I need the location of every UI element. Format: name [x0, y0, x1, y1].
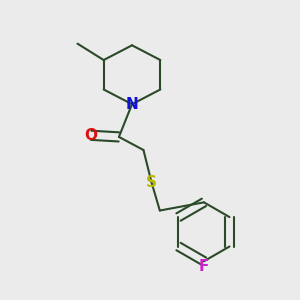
- Text: N: N: [126, 97, 138, 112]
- Text: F: F: [199, 259, 209, 274]
- Text: O: O: [85, 128, 98, 143]
- Text: S: S: [146, 175, 157, 190]
